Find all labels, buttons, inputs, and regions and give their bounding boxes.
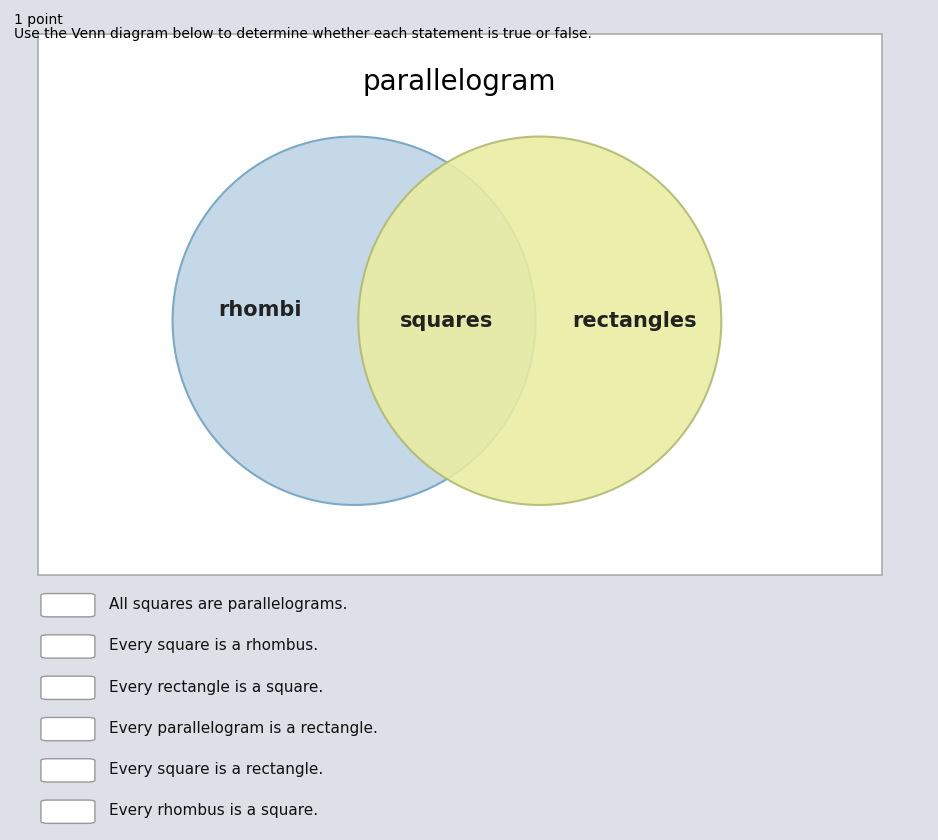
FancyBboxPatch shape (41, 800, 95, 823)
FancyBboxPatch shape (41, 594, 95, 617)
Text: All squares are parallelograms.: All squares are parallelograms. (109, 597, 348, 612)
Text: Every parallelogram is a rectangle.: Every parallelogram is a rectangle. (109, 721, 378, 736)
Text: Every rectangle is a square.: Every rectangle is a square. (109, 680, 324, 695)
Ellipse shape (173, 137, 536, 505)
Text: Every rhombus is a square.: Every rhombus is a square. (109, 803, 318, 818)
Text: rhombi: rhombi (218, 300, 301, 320)
Text: 1 point: 1 point (14, 13, 63, 27)
Text: Every square is a rectangle.: Every square is a rectangle. (109, 762, 324, 777)
Text: squares: squares (401, 311, 493, 331)
Text: parallelogram: parallelogram (363, 68, 556, 97)
Text: rectangles: rectangles (572, 311, 697, 331)
FancyBboxPatch shape (41, 676, 95, 700)
FancyBboxPatch shape (41, 717, 95, 741)
Ellipse shape (358, 137, 721, 505)
Text: Every square is a rhombus.: Every square is a rhombus. (109, 638, 318, 654)
FancyBboxPatch shape (41, 635, 95, 659)
FancyBboxPatch shape (38, 34, 882, 575)
Text: Use the Venn diagram below to determine whether each statement is true or false.: Use the Venn diagram below to determine … (14, 27, 592, 41)
FancyBboxPatch shape (41, 759, 95, 782)
